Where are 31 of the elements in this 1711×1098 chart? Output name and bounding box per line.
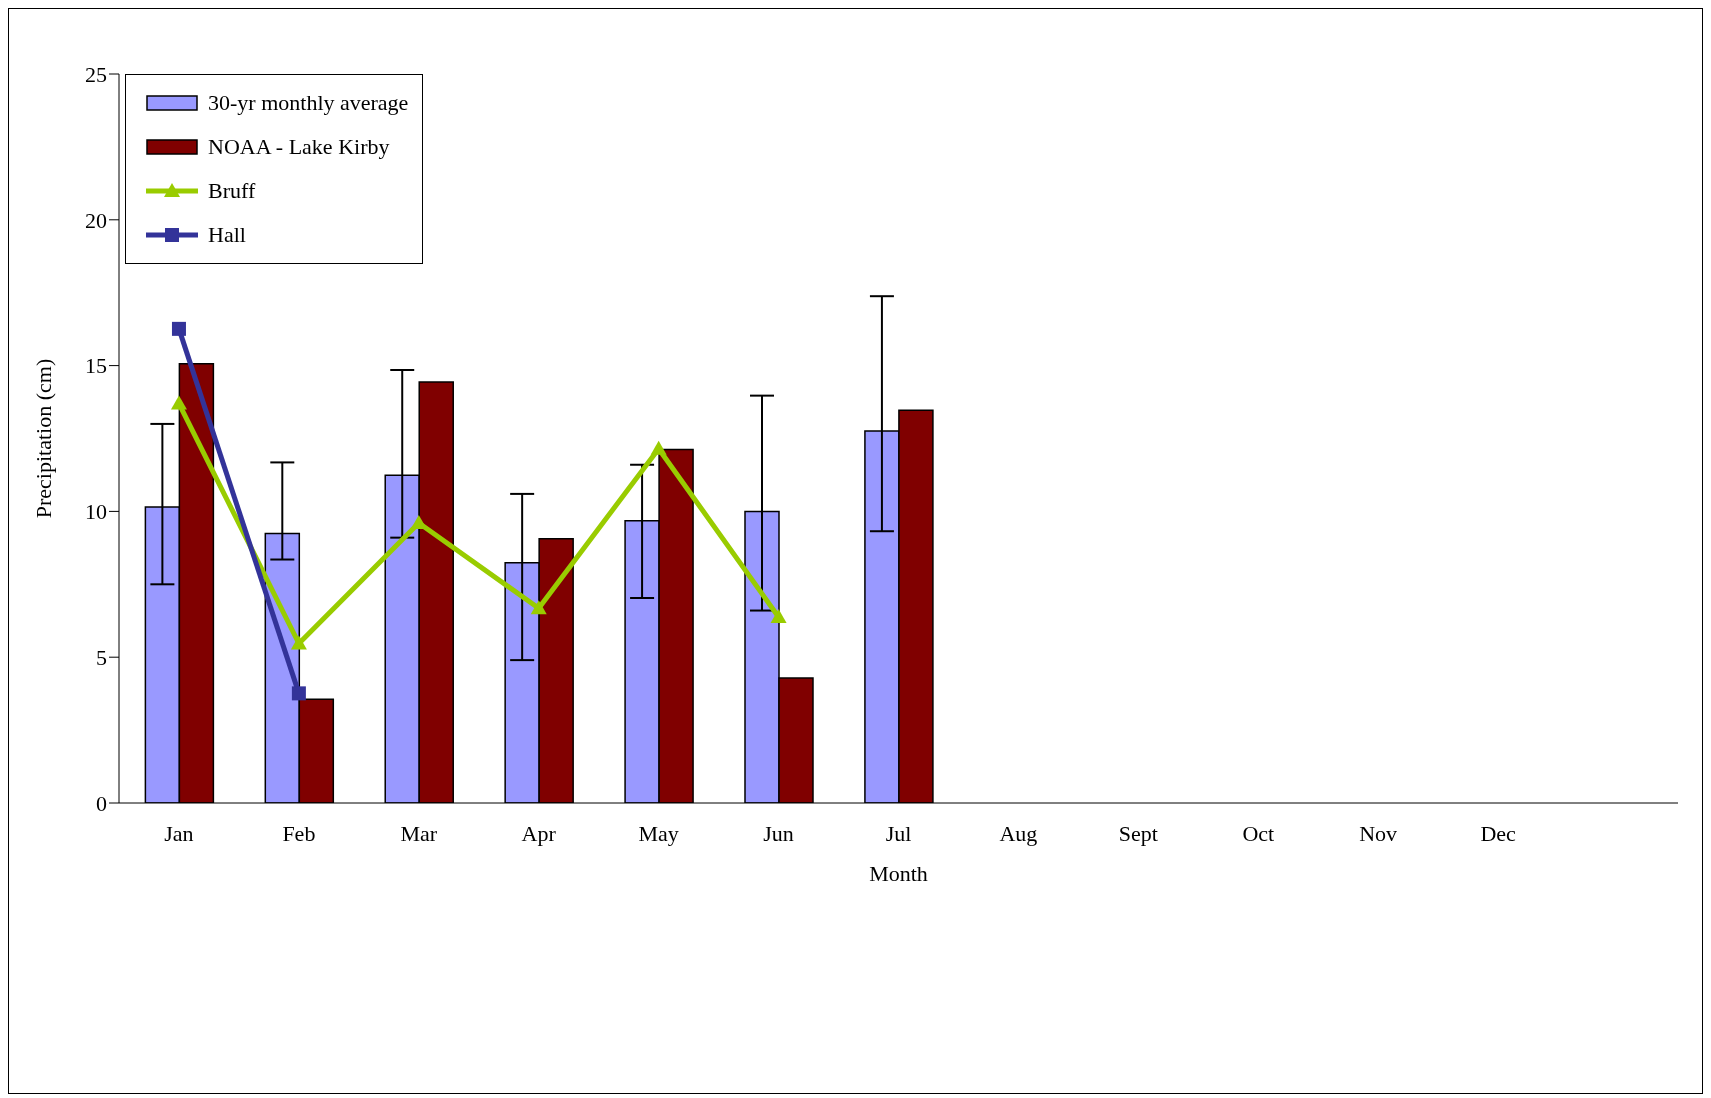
y-tick-label: 20 xyxy=(85,207,107,233)
x-tick-label: Jan xyxy=(164,820,194,846)
y-tick-label: 0 xyxy=(96,790,107,816)
legend-label: 30-yr monthly average xyxy=(208,90,409,116)
legend-label: Hall xyxy=(208,222,246,248)
x-tick-label: May xyxy=(638,820,679,846)
x-tick-label: Nov xyxy=(1359,820,1398,846)
point xyxy=(530,600,547,615)
y-tick-label: 10 xyxy=(85,499,107,525)
point xyxy=(171,321,186,336)
x-tick-label: Apr xyxy=(521,820,557,846)
legend-label: NOAA - Lake Kirby xyxy=(208,134,390,160)
point xyxy=(170,395,187,410)
y-tick-label: 5 xyxy=(96,645,107,671)
point xyxy=(770,608,787,623)
x-axis-title: Month xyxy=(869,861,928,886)
x-tick-label: Oct xyxy=(1242,820,1275,846)
y-axis-title: Precipitation (cm) xyxy=(30,358,56,519)
point xyxy=(650,440,667,455)
legend-label: Bruff xyxy=(208,178,256,204)
point xyxy=(291,686,306,701)
point xyxy=(290,635,307,650)
x-tick-label: Dec xyxy=(1480,820,1517,846)
x-tick-label: Mar xyxy=(400,820,438,846)
x-tick-label: Jul xyxy=(885,820,912,846)
y-tick-label: 25 xyxy=(85,61,107,87)
y-tick-label: 15 xyxy=(85,353,107,379)
x-tick-label: Jun xyxy=(763,820,794,846)
x-tick-label: Sept xyxy=(1118,820,1158,846)
x-tick-label: Aug xyxy=(999,820,1038,846)
x-tick-label: Feb xyxy=(282,820,316,846)
